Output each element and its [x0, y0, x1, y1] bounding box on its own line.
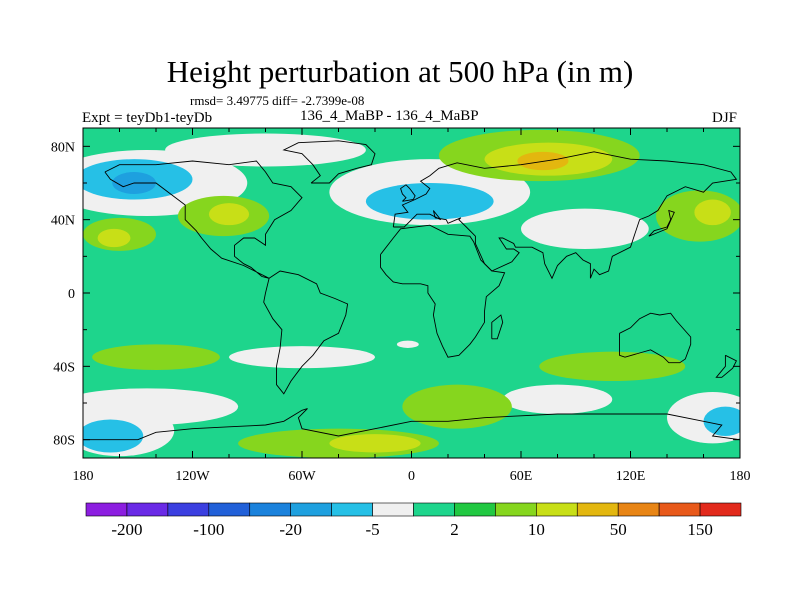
- field-south-australia-positive: [539, 351, 686, 382]
- case-label: 136_4_MaBP - 136_4_MaBP: [300, 108, 479, 124]
- colorbar-label: -5: [365, 520, 379, 539]
- field-northeast-pacific-core: [694, 199, 731, 226]
- x-axis: 180 120W 60W 0 60E 120E 180: [73, 128, 751, 484]
- colorbar-box: [167, 502, 210, 517]
- y-tick-label: 40S: [53, 360, 75, 375]
- colorbar-box: [126, 502, 169, 517]
- y-axis: 80N 40N 0 40S 80S: [51, 140, 740, 449]
- field-southeast-pacific-core: [83, 419, 144, 453]
- map-area: [82, 127, 741, 459]
- colorbar-box: [85, 502, 128, 517]
- colorbar-box: [454, 502, 496, 517]
- x-tick-label: 120W: [175, 469, 210, 484]
- greenland-coastline: [282, 140, 376, 184]
- colorbar-box: [249, 502, 291, 517]
- colorbar-box: [576, 502, 619, 517]
- field-south-pacific-positive: [92, 344, 220, 370]
- experiment-label: Expt = teyDb1-teyDb: [82, 110, 213, 126]
- field-west-pacific-core: [97, 228, 131, 248]
- antarctica-coastline: [83, 408, 740, 441]
- colorbar-box: [617, 502, 660, 517]
- field-south-indian-negative: [502, 384, 613, 415]
- africa-coastline: [380, 224, 506, 358]
- madagascar-coastline: [491, 314, 504, 340]
- japan-coastline: [648, 209, 675, 237]
- australia-coastline: [619, 312, 692, 364]
- colorbar-label: -20: [279, 520, 302, 539]
- stats-line: rmsd= 3.49775 diff= -2.7399e-08: [190, 93, 365, 108]
- colorbar-label: -200: [111, 520, 142, 539]
- x-tick-label: 60E: [510, 469, 533, 484]
- coastlines: [83, 140, 740, 441]
- colorbar: -200 -100 -20 -5 2 10 50 150: [85, 502, 742, 539]
- season-label: DJF: [712, 110, 738, 126]
- x-tick-label: 120E: [616, 469, 646, 484]
- colorbar-label: 150: [687, 520, 713, 539]
- y-tick-label: 80S: [53, 434, 75, 449]
- colorbar-box: [536, 502, 578, 517]
- new-zealand-coastline: [715, 354, 738, 378]
- field-south-indian-positive: [402, 384, 512, 429]
- y-tick-label: 40N: [51, 214, 75, 229]
- colorbar-box: [658, 502, 701, 517]
- y-tick-label: 0: [68, 287, 75, 302]
- field-north-atlantic-core: [365, 183, 494, 220]
- chart-title: Height perturbation at 500 hPa (in m): [166, 54, 634, 89]
- colorbar-label: -100: [193, 520, 224, 539]
- colorbar-box: [699, 502, 742, 517]
- field-north-america-core: [208, 203, 250, 226]
- eurasia-coastline: [392, 151, 738, 280]
- south-america-coastline: [263, 270, 349, 395]
- colorbar-box: [372, 502, 414, 517]
- colorbar-label: 50: [610, 520, 627, 539]
- x-tick-label: 0: [408, 469, 415, 484]
- colorbar-box: [331, 502, 373, 517]
- colorbar-label: 2: [450, 520, 459, 539]
- x-tick-label: 180: [730, 469, 751, 484]
- field-southern-positive-core: [329, 434, 421, 453]
- north-america-coastline: [104, 160, 303, 279]
- colorbar-box: [290, 502, 332, 517]
- field-tropical-negative-spot: [396, 340, 419, 349]
- field-southeast-indian-core: [703, 406, 740, 436]
- colorbar-box: [208, 502, 251, 517]
- field-southern-ocean-negative-east: [229, 346, 375, 369]
- colorbar-box: [495, 502, 537, 517]
- uk-coastline: [400, 184, 416, 202]
- y-tick-label: 80N: [51, 140, 75, 155]
- x-tick-label: 180: [73, 469, 94, 484]
- colorbar-label: 10: [528, 520, 545, 539]
- colorbar-box: [413, 502, 455, 517]
- contour-fields: [83, 129, 740, 458]
- field-east-asia-negative: [521, 208, 649, 249]
- x-tick-label: 60W: [288, 469, 316, 484]
